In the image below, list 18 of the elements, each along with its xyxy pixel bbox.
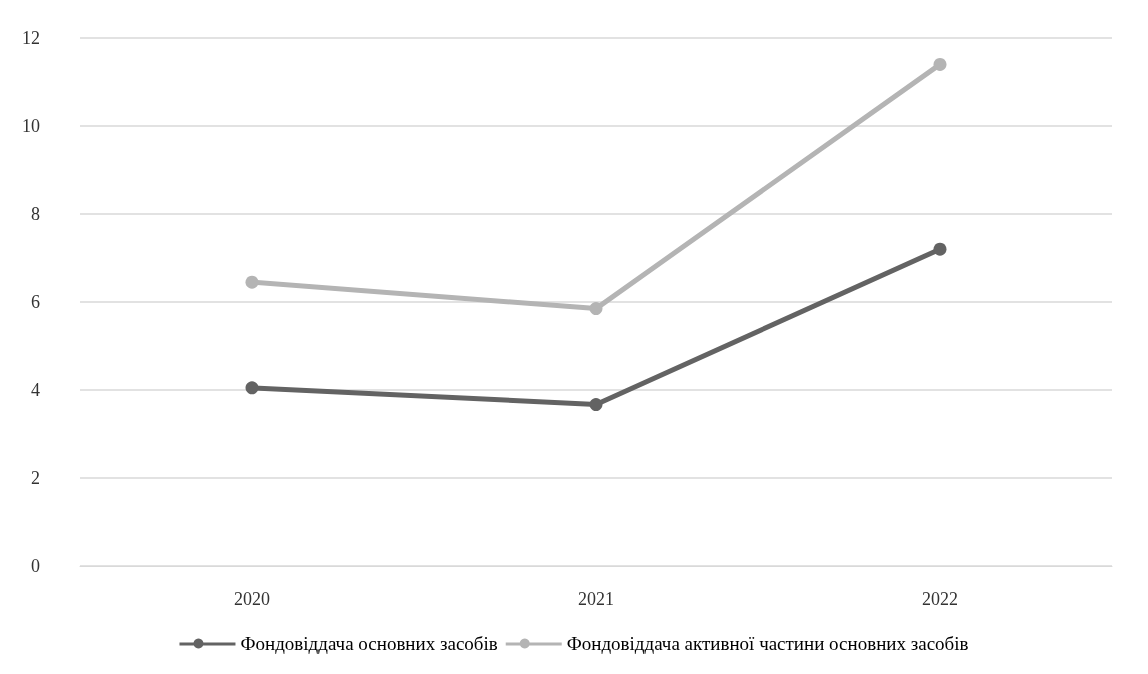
y-tick-label: 2 xyxy=(31,468,40,488)
y-tick-label: 8 xyxy=(31,204,40,224)
point xyxy=(933,57,947,71)
x-tick-label: 2021 xyxy=(578,589,614,609)
y-tick-label: 4 xyxy=(31,380,40,400)
point xyxy=(589,302,603,316)
y-tick-label: 6 xyxy=(31,292,40,312)
y-tick-label: 0 xyxy=(31,556,40,576)
point xyxy=(589,398,603,412)
x-tick-label: 2020 xyxy=(234,589,270,609)
legend-label: Фондовіддача активної частини основних засобів xyxy=(566,633,969,654)
point xyxy=(245,275,259,289)
point xyxy=(245,381,259,395)
legend-label: Фондовіддача основних засобів xyxy=(240,633,498,654)
y-tick-label: 10 xyxy=(22,116,40,136)
point xyxy=(933,242,947,256)
x-tick-label: 2022 xyxy=(922,589,958,609)
y-tick-label: 12 xyxy=(22,28,40,48)
